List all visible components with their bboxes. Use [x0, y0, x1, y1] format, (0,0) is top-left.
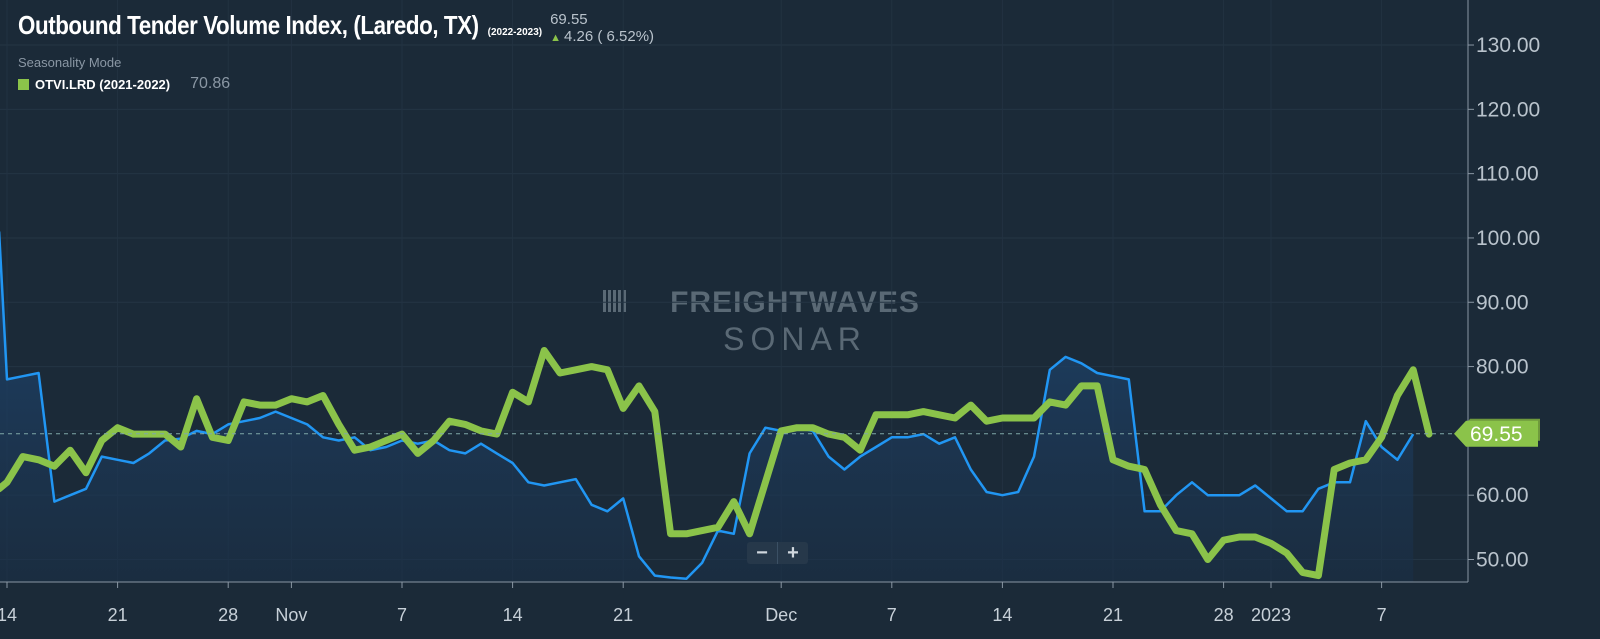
x-tick-label: 2023: [1251, 605, 1291, 625]
seasonality-mode-label: Seasonality Mode: [18, 55, 122, 70]
series-line-current: [0, 231, 1415, 581]
x-tick-label: 14: [0, 605, 17, 625]
legend-value: 70.86: [190, 75, 231, 92]
zoom-out-button[interactable]: −: [756, 541, 768, 564]
freightwaves-logo-mark: [603, 290, 626, 312]
quote-box: 69.55 ▲ 4.26 ( 6.52%): [550, 11, 654, 47]
y-tick-label: 60.00: [1476, 484, 1529, 507]
y-tick-label: 80.00: [1476, 356, 1529, 379]
zoom-controls: − +: [747, 542, 808, 564]
x-tick-label: 14: [992, 605, 1012, 625]
last-value-tag-label: 69.55: [1470, 423, 1523, 446]
x-tick-label: 7: [1377, 605, 1387, 625]
x-tick-label: 28: [1214, 605, 1234, 625]
chart-axes: 50.0060.0070.0080.0090.00100.00110.00120…: [0, 0, 1540, 625]
chart-line-layer: [0, 231, 1433, 581]
up-arrow-icon: ▲: [550, 32, 561, 44]
chart-period: (2022-2023): [487, 27, 543, 38]
chart-area-layer: [0, 248, 1414, 582]
chart-title: Outbound Tender Volume Index, (Laredo, T…: [18, 10, 479, 40]
x-tick-label: Dec: [765, 605, 797, 625]
watermark-line2: SONAR: [723, 321, 867, 357]
chart-header: Outbound Tender Volume Index, (Laredo, T…: [18, 10, 654, 93]
x-tick-label: 14: [503, 605, 523, 625]
x-tick-label: 21: [1103, 605, 1123, 625]
series-area-current: [0, 248, 1414, 582]
x-tick-label: 21: [613, 605, 633, 625]
y-tick-label: 130.00: [1476, 34, 1540, 57]
zoom-in-button[interactable]: +: [777, 542, 808, 564]
series-line-compare: [0, 347, 1433, 580]
y-tick-label: 50.00: [1476, 548, 1529, 571]
y-tick-label: 120.00: [1476, 98, 1540, 121]
x-tick-label: 7: [397, 605, 407, 625]
freightwaves-sonar-watermark: FREIGHTWAVES SONAR: [603, 286, 919, 357]
last-value-tag-bg: [1454, 420, 1538, 447]
title-row: Outbound Tender Volume Index, (Laredo, T…: [18, 10, 654, 47]
legend-label: OTVI.LRD (2021-2022): [35, 76, 171, 92]
change-text: 4.26 ( 6.52%): [563, 28, 655, 45]
x-tick-label: Nov: [275, 605, 307, 625]
x-tick-label: 28: [218, 605, 238, 625]
change-value: ▲ 4.26 ( 6.52%): [550, 28, 654, 47]
x-tick-label: 7: [887, 605, 897, 625]
last-value: 69.55: [550, 11, 588, 28]
y-tick-label: 110.00: [1476, 163, 1539, 186]
y-tick-label: 90.00: [1476, 291, 1529, 314]
legend-item-compare[interactable]: OTVI.LRD (2021-2022) 70.86: [18, 75, 654, 93]
y-tick-label: 100.00: [1476, 227, 1540, 250]
last-value-tag: 69.55: [1454, 420, 1538, 447]
x-tick-label: 21: [108, 605, 128, 625]
legend-swatch-green: [18, 78, 29, 90]
